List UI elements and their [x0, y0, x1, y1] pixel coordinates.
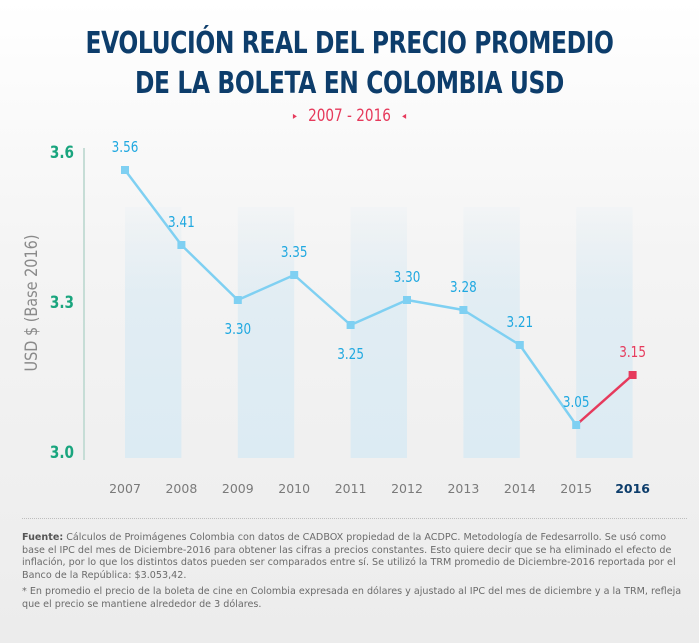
- data-point-marker: [233, 296, 242, 304]
- data-label: 3.56: [112, 139, 139, 157]
- data-point-marker: [346, 321, 355, 329]
- data-point-marker: [121, 166, 129, 174]
- x-tick-label: 2010: [278, 481, 310, 496]
- data-label: 3.35: [281, 244, 308, 262]
- data-point-marker: [515, 341, 524, 349]
- footer-notes: Fuente: Cálculos de Proimágenes Colombia…: [22, 518, 687, 615]
- chart-title-line-2: DE LA BOLETA EN COLOMBIA USD: [135, 66, 564, 101]
- y-axis-label: USD $ (Base 2016): [21, 234, 41, 371]
- data-point-marker: [628, 371, 637, 379]
- x-tick-label: 2012: [391, 481, 423, 496]
- y-tick-labels: 3.0 3.3 3.6: [50, 143, 74, 463]
- shaded-band: [576, 207, 633, 458]
- y-tick-label: 3.6: [50, 143, 74, 163]
- source-text: Cálculos de Proimágenes Colombia con dat…: [22, 532, 676, 581]
- x-tick-label: 2007: [109, 481, 141, 496]
- series-markers: [121, 166, 637, 429]
- shaded-band: [463, 207, 520, 458]
- source-note: Fuente: Cálculos de Proimágenes Colombia…: [22, 532, 687, 582]
- data-label: 3.15: [619, 344, 646, 362]
- subtitle-text: 2007 - 2016: [308, 106, 391, 126]
- x-tick-label: 2013: [447, 481, 479, 496]
- x-tick-labels: 2007 2008 2009 2010 2011 2012 2013 2014 2015 2016: [109, 481, 650, 496]
- chart-title-line-1: EVOLUCIÓN REAL DEL PRECIO PROMEDIO: [85, 26, 614, 61]
- y-tick-label: 3.0: [50, 443, 74, 463]
- arrow-left-icon: ◂: [402, 111, 407, 122]
- footnote: * En promedio el precio de la boleta de …: [22, 586, 682, 610]
- data-label: 3.30: [394, 269, 421, 287]
- data-label: 3.25: [337, 346, 364, 364]
- x-tick-label: 2014: [504, 481, 536, 496]
- x-tick-label: 2009: [222, 481, 254, 496]
- data-point-marker: [290, 271, 299, 279]
- series-line-highlight: [575, 374, 634, 426]
- data-point-marker: [177, 241, 186, 249]
- data-label: 3.21: [506, 314, 533, 332]
- data-label: 3.05: [563, 394, 590, 412]
- x-tick-label: 2016: [615, 481, 650, 496]
- arrow-right-icon: ▸: [292, 111, 297, 122]
- data-point-marker: [403, 296, 411, 304]
- shaded-band: [125, 207, 182, 458]
- shaded-band: [350, 207, 407, 458]
- y-tick-label: 3.3: [50, 293, 74, 313]
- data-point-marker: [572, 421, 581, 429]
- chart-title: EVOLUCIÓN REAL DEL PRECIO PROMEDIO DE LA…: [77, 24, 622, 104]
- x-tick-label: 2015: [560, 481, 592, 496]
- data-label: 3.41: [168, 214, 195, 232]
- chart-subtitle: ▸ 2007 - 2016 ◂: [70, 106, 629, 126]
- shaded-band: [237, 207, 295, 458]
- data-label: 3.30: [224, 321, 251, 339]
- shaded-bands: [125, 207, 633, 458]
- data-point-marker: [459, 306, 468, 314]
- data-labels: 3.56 3.41 3.30 3.35 3.25 3.30 3.28 3.21 3.05 3.15: [112, 139, 646, 412]
- data-label: 3.28: [450, 279, 477, 297]
- x-tick-label: 2008: [165, 481, 197, 496]
- x-tick-label: 2011: [335, 481, 367, 496]
- source-label: Fuente:: [22, 532, 64, 543]
